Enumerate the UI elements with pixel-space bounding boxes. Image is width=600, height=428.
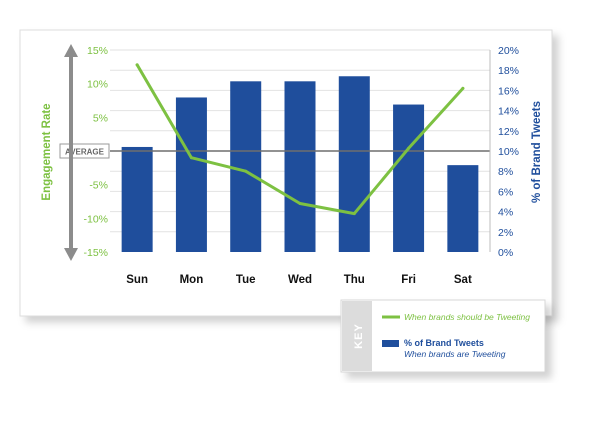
right-axis-title: % of Brand Tweets bbox=[531, 101, 543, 203]
left-tick-label: -15% bbox=[83, 247, 108, 259]
bar-thu bbox=[338, 76, 370, 252]
right-tick-label: 4% bbox=[498, 207, 513, 219]
legend: KEY When brands should be Tweeting % of Br… bbox=[340, 299, 546, 373]
axis-arrow-up-icon bbox=[64, 44, 78, 57]
x-tick-label: Wed bbox=[288, 274, 312, 286]
x-tick-label: Sun bbox=[126, 274, 148, 286]
average-label: AVERAGE bbox=[65, 148, 105, 157]
axis-arrow-down-icon bbox=[64, 248, 78, 261]
engagement-point-sun bbox=[135, 63, 139, 67]
x-tick-label: Sat bbox=[454, 274, 472, 286]
right-tick-label: 6% bbox=[498, 186, 513, 198]
engagement-point-fri bbox=[407, 146, 411, 150]
right-tick-label: 16% bbox=[498, 85, 519, 97]
left-tick-label: 5% bbox=[93, 112, 108, 124]
right-tick-label: 12% bbox=[498, 126, 519, 138]
engagement-point-tue bbox=[244, 169, 248, 173]
left-tick-label: 10% bbox=[87, 79, 108, 91]
engagement-point-thu bbox=[352, 212, 356, 216]
legend-line-label: When brands should be Tweeting bbox=[404, 312, 530, 322]
right-tick-label: 2% bbox=[498, 227, 513, 239]
right-tick-label: 10% bbox=[498, 146, 519, 158]
axes: Engagement Rate % of Brand Tweets bbox=[41, 44, 543, 261]
left-axis-shaft bbox=[69, 55, 73, 250]
bar-sun bbox=[121, 146, 153, 252]
right-tick-label: 8% bbox=[498, 166, 513, 178]
bar-sat bbox=[447, 165, 479, 252]
engagement-point-mon bbox=[189, 156, 193, 160]
right-tick-label: 14% bbox=[498, 106, 519, 118]
engagement-point-wed bbox=[298, 202, 302, 206]
engagement-point-sat bbox=[461, 86, 465, 90]
engagement-line bbox=[135, 63, 465, 216]
left-axis-title: Engagement Rate bbox=[41, 103, 53, 200]
left-tick-label: 15% bbox=[87, 45, 108, 57]
left-tick-label: -10% bbox=[83, 213, 108, 225]
legend-title: KEY bbox=[353, 323, 365, 349]
bar-mon bbox=[175, 97, 207, 252]
axis-ticks: 15% 10% 5% -5% -10% -15% 20% 18% 16% 14% 12% 10% 8% 6… bbox=[83, 45, 519, 286]
left-tick-label: -5% bbox=[89, 180, 108, 192]
bar-fri bbox=[393, 104, 425, 252]
bar-tue bbox=[230, 81, 262, 252]
x-tick-label: Mon bbox=[180, 274, 204, 286]
bar-wed bbox=[284, 81, 316, 252]
legend-bar-swatch bbox=[382, 340, 399, 347]
legend-box bbox=[340, 299, 546, 373]
right-tick-label: 18% bbox=[498, 65, 519, 77]
x-tick-label: Thu bbox=[344, 274, 365, 286]
right-tick-label: 0% bbox=[498, 247, 513, 259]
right-tick-label: 20% bbox=[498, 45, 519, 57]
x-tick-label: Tue bbox=[236, 274, 256, 286]
x-tick-label: Fri bbox=[401, 274, 416, 286]
legend-key-tab bbox=[342, 301, 372, 371]
legend-bar-sublabel: When brands are Tweeting bbox=[404, 349, 506, 359]
legend-bar-label: % of Brand Tweets bbox=[404, 338, 484, 348]
bars bbox=[121, 76, 479, 252]
